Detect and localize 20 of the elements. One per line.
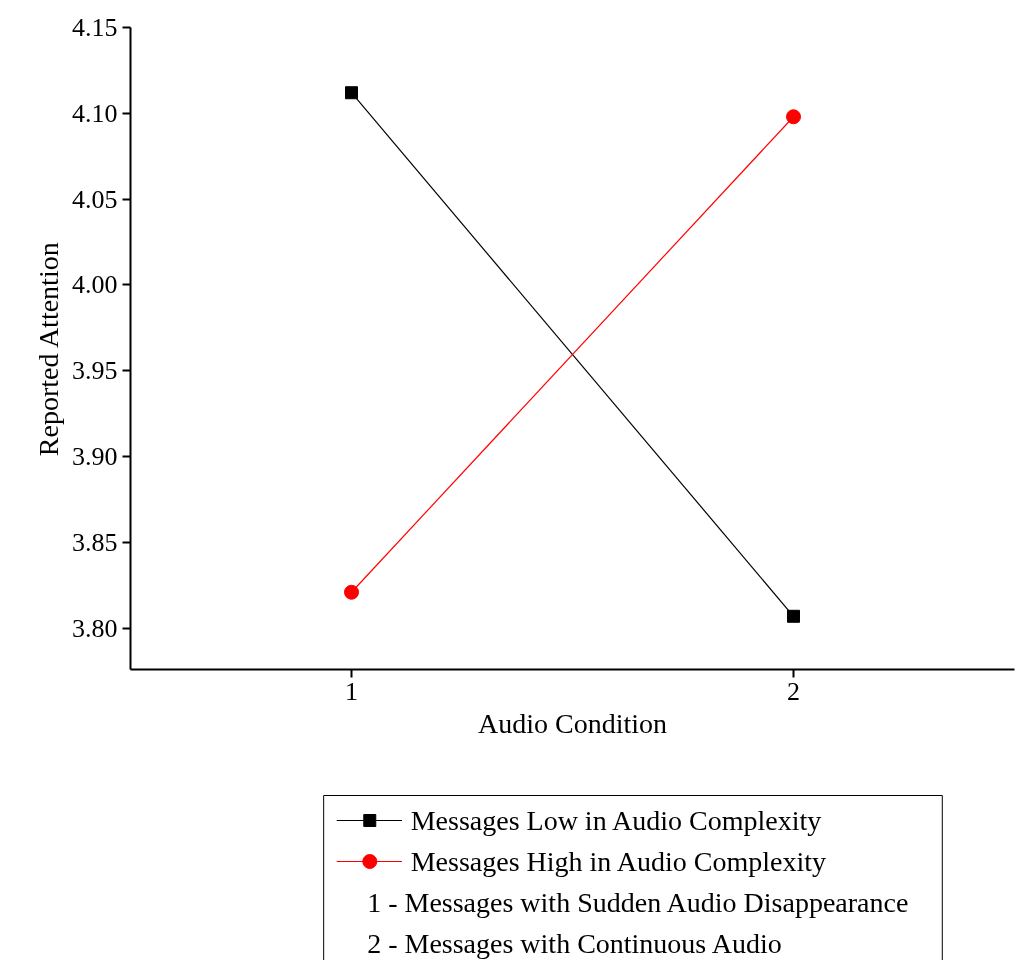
point: [344, 584, 359, 600]
y-tick-label: 4.05: [72, 184, 118, 214]
y-tick-label: 3.95: [72, 356, 118, 386]
y-tick-label: 4.10: [72, 98, 118, 128]
y-tick-label: 3.80: [72, 613, 118, 643]
y-tick-label: 4.15: [72, 13, 118, 42]
x-tick-label: 2: [787, 676, 800, 706]
y-tick-label: 3.85: [72, 527, 118, 557]
y-axis-title: Reported Attention: [33, 242, 64, 457]
text: 1 - Messages with Sudden Audio Disappearance: [367, 887, 909, 918]
text: 2 - Messages with Continuous Audio: [367, 928, 782, 959]
point: [786, 109, 801, 125]
legend-label: Messages Low in Audio Complexity: [410, 805, 822, 836]
point: [787, 609, 800, 623]
point: [345, 86, 358, 100]
y-tick-label: 3.90: [72, 442, 118, 472]
legend-label: Messages High in Audio Complexity: [410, 846, 826, 877]
x-axis-title: Audio Condition: [477, 707, 668, 739]
x-tick-label: 1: [345, 676, 358, 706]
y-tick-label: 4.00: [72, 270, 118, 300]
